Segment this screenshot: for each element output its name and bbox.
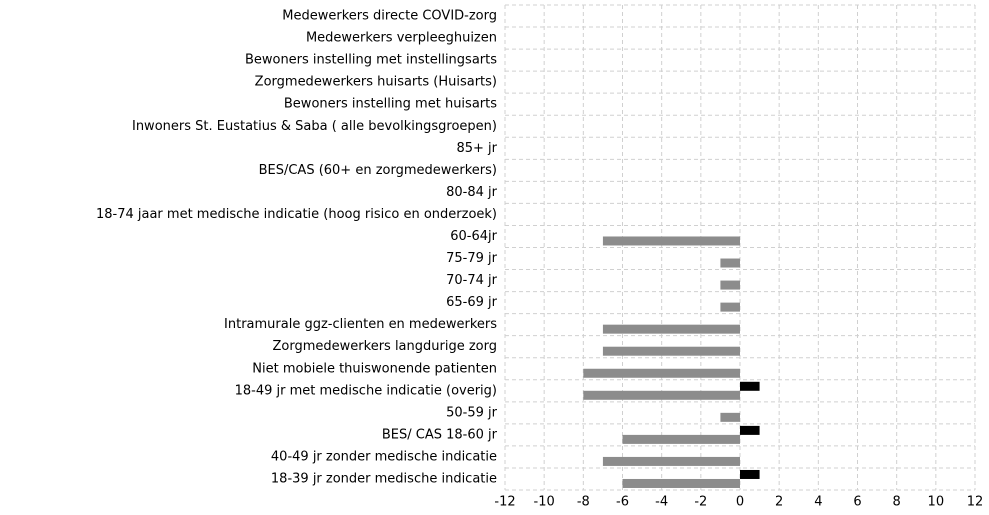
y-tick-label: Bewoners instelling met huisarts xyxy=(284,97,497,112)
y-tick-label: Zorgmedewerkers langdurige zorg xyxy=(273,339,497,354)
bar xyxy=(602,346,740,356)
y-tick-label: 65-69 jr xyxy=(446,295,498,310)
y-tick-label: 50-59 jr xyxy=(446,405,498,420)
x-tick-label: -4 xyxy=(655,495,668,510)
y-tick-label: Zorgmedewerkers huisarts (Huisarts) xyxy=(255,75,497,90)
y-tick-label: BES/ CAS 18-60 jr xyxy=(382,427,498,442)
y-tick-label: 18-49 jr met medische indicatie (overig) xyxy=(235,383,497,398)
y-tick-label: 80-84 jr xyxy=(446,185,498,200)
x-tick-label: 12 xyxy=(967,495,984,510)
bar xyxy=(740,425,760,435)
x-tick-label: -12 xyxy=(494,495,515,510)
x-tick-label: -6 xyxy=(616,495,629,510)
y-tick-label: 40-49 jr zonder medische indicatie xyxy=(271,449,497,464)
bar xyxy=(720,258,740,268)
y-tick-label: Medewerkers verpleeghuizen xyxy=(306,31,497,46)
x-tick-label: 10 xyxy=(928,495,945,510)
bar xyxy=(583,390,740,400)
y-tick-label: 75-79 jr xyxy=(446,251,498,266)
bar xyxy=(720,302,740,312)
y-tick-label: Bewoners instelling met instellingsarts xyxy=(245,53,497,68)
bar xyxy=(740,469,760,479)
x-tick-label: 0 xyxy=(736,495,744,510)
y-tick-label: Intramurale ggz-clienten en medewerkers xyxy=(224,317,497,332)
y-tick-label: Inwoners St. Eustatius & Saba ( alle bev… xyxy=(132,119,497,134)
x-tick-label: 8 xyxy=(893,495,901,510)
y-tick-label: Medewerkers directe COVID-zorg xyxy=(282,9,497,24)
x-tick-label: 4 xyxy=(814,495,822,510)
bar xyxy=(583,368,740,378)
bar xyxy=(720,280,740,290)
bar xyxy=(602,236,740,246)
y-tick-label: 60-64jr xyxy=(450,229,497,244)
bar xyxy=(602,456,740,466)
y-tick-label: Niet mobiele thuiswonende patienten xyxy=(252,361,497,376)
bar xyxy=(622,478,740,488)
x-tick-label: -10 xyxy=(534,495,555,510)
y-tick-label: 85+ jr xyxy=(456,141,497,156)
y-tick-label: 18-74 jaar met medische indicatie (hoog … xyxy=(96,207,497,222)
bar xyxy=(622,434,740,444)
y-tick-label: 18-39 jr zonder medische indicatie xyxy=(271,471,497,486)
y-tick-label: BES/CAS (60+ en zorgmedewerkers) xyxy=(259,163,497,178)
x-tick-label: 6 xyxy=(853,495,861,510)
bar xyxy=(602,324,740,334)
y-tick-label: 70-74 jr xyxy=(446,273,498,288)
bar xyxy=(720,412,740,422)
x-tick-label: -2 xyxy=(694,495,707,510)
x-tick-label: -8 xyxy=(577,495,590,510)
x-tick-label: 2 xyxy=(775,495,783,510)
bar xyxy=(740,381,760,391)
